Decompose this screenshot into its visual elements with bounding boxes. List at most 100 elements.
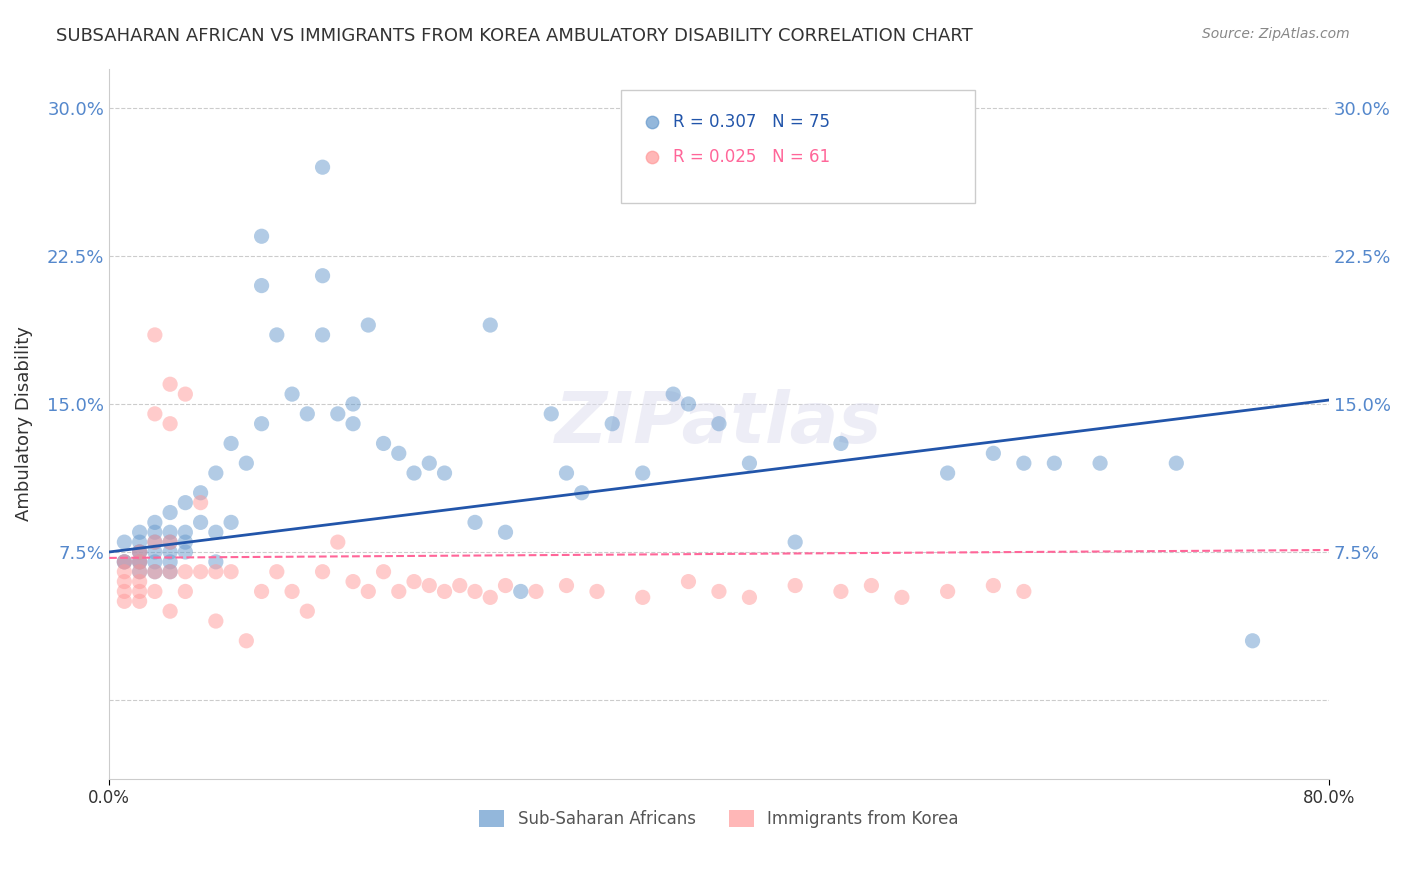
Sub-Saharan Africans	[143, 555, 166, 569]
Sub-Saharan Africans	[1088, 456, 1111, 470]
Immigrants from Korea	[402, 574, 425, 589]
Sub-Saharan Africans	[707, 417, 730, 431]
Sub-Saharan Africans	[250, 229, 273, 244]
Sub-Saharan Africans	[128, 545, 150, 559]
Sub-Saharan Africans	[662, 387, 685, 401]
Sub-Saharan Africans	[174, 496, 197, 510]
Immigrants from Korea	[143, 535, 166, 549]
Sub-Saharan Africans	[159, 535, 181, 549]
Sub-Saharan Africans	[388, 446, 411, 460]
Sub-Saharan Africans	[159, 565, 181, 579]
Immigrants from Korea	[128, 594, 150, 608]
Text: Source: ZipAtlas.com: Source: ZipAtlas.com	[1202, 27, 1350, 41]
Text: R = 0.307   N = 75: R = 0.307 N = 75	[672, 112, 830, 131]
Immigrants from Korea	[112, 555, 135, 569]
Sub-Saharan Africans	[540, 407, 562, 421]
Immigrants from Korea	[219, 565, 242, 579]
Sub-Saharan Africans	[219, 436, 242, 450]
Sub-Saharan Africans	[495, 525, 517, 540]
Sub-Saharan Africans	[159, 555, 181, 569]
Sub-Saharan Africans	[219, 516, 242, 530]
Sub-Saharan Africans	[983, 446, 1005, 460]
FancyBboxPatch shape	[621, 90, 976, 203]
Sub-Saharan Africans	[159, 545, 181, 559]
Immigrants from Korea	[311, 565, 333, 579]
Sub-Saharan Africans	[112, 555, 135, 569]
Immigrants from Korea	[1012, 584, 1035, 599]
Sub-Saharan Africans	[1012, 456, 1035, 470]
Sub-Saharan Africans	[357, 318, 380, 332]
Immigrants from Korea	[785, 578, 807, 592]
Immigrants from Korea	[524, 584, 547, 599]
Sub-Saharan Africans	[402, 466, 425, 480]
Immigrants from Korea	[707, 584, 730, 599]
Immigrants from Korea	[112, 565, 135, 579]
Sub-Saharan Africans	[678, 397, 700, 411]
Immigrants from Korea	[860, 578, 883, 592]
Sub-Saharan Africans	[281, 387, 304, 401]
Sub-Saharan Africans	[1241, 633, 1264, 648]
Sub-Saharan Africans	[143, 545, 166, 559]
Immigrants from Korea	[388, 584, 411, 599]
Sub-Saharan Africans	[250, 278, 273, 293]
Immigrants from Korea	[143, 584, 166, 599]
Sub-Saharan Africans	[311, 160, 333, 174]
Immigrants from Korea	[143, 565, 166, 579]
Sub-Saharan Africans	[571, 485, 593, 500]
Sub-Saharan Africans	[738, 456, 761, 470]
Immigrants from Korea	[112, 584, 135, 599]
Sub-Saharan Africans	[373, 436, 395, 450]
Immigrants from Korea	[830, 584, 852, 599]
Immigrants from Korea	[174, 387, 197, 401]
Sub-Saharan Africans	[1166, 456, 1188, 470]
Sub-Saharan Africans	[174, 525, 197, 540]
Sub-Saharan Africans	[326, 407, 349, 421]
Immigrants from Korea	[464, 584, 486, 599]
Sub-Saharan Africans	[190, 516, 212, 530]
Sub-Saharan Africans	[143, 565, 166, 579]
Immigrants from Korea	[159, 535, 181, 549]
Immigrants from Korea	[266, 565, 288, 579]
Sub-Saharan Africans	[311, 268, 333, 283]
Sub-Saharan Africans	[174, 545, 197, 559]
Sub-Saharan Africans	[128, 555, 150, 569]
Sub-Saharan Africans	[128, 535, 150, 549]
Immigrants from Korea	[190, 496, 212, 510]
Y-axis label: Ambulatory Disability: Ambulatory Disability	[15, 326, 32, 521]
Immigrants from Korea	[159, 417, 181, 431]
Sub-Saharan Africans	[890, 140, 912, 154]
Immigrants from Korea	[433, 584, 456, 599]
Sub-Saharan Africans	[785, 535, 807, 549]
Immigrants from Korea	[143, 327, 166, 342]
Sub-Saharan Africans	[555, 466, 578, 480]
Sub-Saharan Africans	[143, 525, 166, 540]
Immigrants from Korea	[205, 614, 228, 628]
Text: R = 0.025   N = 61: R = 0.025 N = 61	[672, 148, 830, 166]
Immigrants from Korea	[250, 584, 273, 599]
Sub-Saharan Africans	[1043, 456, 1066, 470]
Immigrants from Korea	[479, 591, 502, 605]
Immigrants from Korea	[555, 578, 578, 592]
Sub-Saharan Africans	[479, 318, 502, 332]
Immigrants from Korea	[936, 584, 959, 599]
Immigrants from Korea	[983, 578, 1005, 592]
Immigrants from Korea	[128, 584, 150, 599]
Immigrants from Korea	[235, 633, 257, 648]
Sub-Saharan Africans	[128, 555, 150, 569]
Sub-Saharan Africans	[250, 417, 273, 431]
Sub-Saharan Africans	[266, 327, 288, 342]
Immigrants from Korea	[738, 591, 761, 605]
Sub-Saharan Africans	[174, 535, 197, 549]
Immigrants from Korea	[112, 594, 135, 608]
Sub-Saharan Africans	[128, 565, 150, 579]
Sub-Saharan Africans	[433, 466, 456, 480]
Text: SUBSAHARAN AFRICAN VS IMMIGRANTS FROM KOREA AMBULATORY DISABILITY CORRELATION CH: SUBSAHARAN AFRICAN VS IMMIGRANTS FROM KO…	[56, 27, 973, 45]
Sub-Saharan Africans	[112, 555, 135, 569]
Sub-Saharan Africans	[464, 516, 486, 530]
Immigrants from Korea	[326, 535, 349, 549]
Immigrants from Korea	[143, 407, 166, 421]
Sub-Saharan Africans	[205, 555, 228, 569]
Sub-Saharan Africans	[342, 417, 364, 431]
Immigrants from Korea	[128, 555, 150, 569]
Immigrants from Korea	[418, 578, 440, 592]
